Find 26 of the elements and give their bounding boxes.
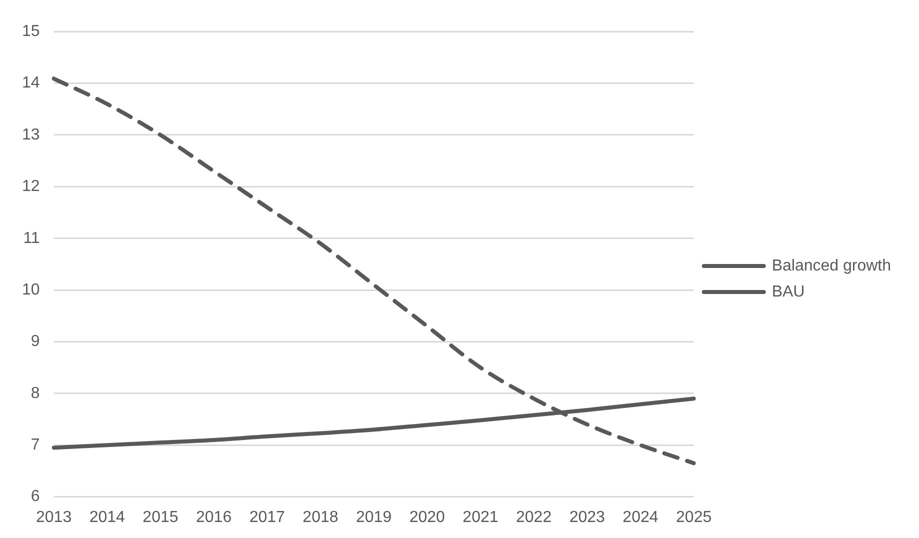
y-tick-label: 10: [22, 281, 40, 298]
y-tick-label: 11: [23, 230, 40, 247]
y-tick-label: 8: [30, 384, 40, 402]
x-tick-label: 2023: [569, 508, 606, 526]
y-tick-label: 13: [22, 126, 40, 144]
x-tick-label: 2025: [676, 508, 712, 526]
y-tick-label: 6: [30, 488, 40, 506]
y-tick-label: 9: [30, 333, 40, 350]
y-tick-label: 14: [22, 74, 40, 92]
x-tick-label: 2016: [196, 508, 232, 526]
x-tick-label: 2015: [142, 508, 178, 526]
x-tick-label: 2013: [36, 508, 72, 526]
x-tick-label: 2018: [302, 508, 338, 526]
x-tick-label: 2019: [356, 508, 392, 526]
x-tick-label: 2014: [89, 508, 126, 526]
x-tick-label: 2021: [462, 508, 498, 526]
y-tick-label: 12: [22, 178, 40, 196]
x-tick-label: 2020: [409, 508, 446, 526]
x-tick-label: 2017: [249, 508, 286, 526]
y-tick-label: 7: [30, 436, 40, 454]
x-tick-label: 2022: [516, 508, 552, 526]
legend-label: Balanced growth: [772, 257, 891, 274]
line-series: [52, 76, 696, 466]
legend-label: BAU: [772, 283, 805, 300]
x-tick-label: 2024: [622, 508, 658, 526]
y-tick-label: 15: [22, 23, 40, 40]
